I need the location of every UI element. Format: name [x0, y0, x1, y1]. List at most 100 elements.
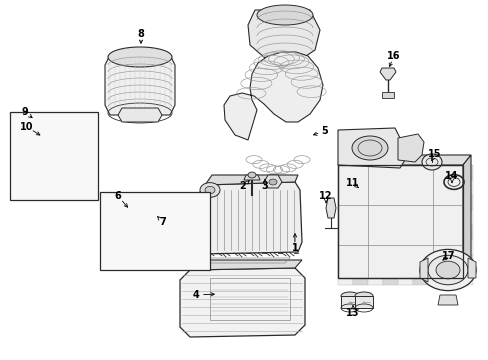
- Polygon shape: [367, 195, 382, 210]
- Polygon shape: [180, 268, 305, 337]
- Polygon shape: [367, 180, 382, 195]
- Polygon shape: [352, 270, 367, 285]
- Polygon shape: [427, 225, 442, 240]
- Polygon shape: [381, 92, 393, 98]
- Circle shape: [34, 135, 42, 141]
- Polygon shape: [412, 210, 427, 225]
- Polygon shape: [382, 165, 397, 180]
- Text: 12: 12: [319, 191, 332, 201]
- Polygon shape: [457, 210, 472, 225]
- Ellipse shape: [340, 292, 358, 300]
- Polygon shape: [352, 195, 367, 210]
- Polygon shape: [337, 165, 352, 180]
- Circle shape: [30, 132, 46, 144]
- Circle shape: [156, 209, 180, 227]
- Polygon shape: [457, 165, 472, 180]
- Circle shape: [427, 255, 467, 285]
- Circle shape: [118, 209, 142, 227]
- Text: 15: 15: [427, 149, 441, 159]
- Polygon shape: [427, 180, 442, 195]
- Polygon shape: [352, 225, 367, 240]
- Polygon shape: [337, 180, 352, 195]
- Polygon shape: [352, 210, 367, 225]
- Polygon shape: [397, 195, 412, 210]
- Text: 10: 10: [20, 122, 34, 132]
- Polygon shape: [352, 255, 367, 270]
- Circle shape: [54, 132, 70, 144]
- Polygon shape: [118, 108, 162, 122]
- Circle shape: [247, 172, 256, 178]
- Text: 4: 4: [192, 290, 199, 300]
- Text: 1: 1: [291, 243, 298, 253]
- Polygon shape: [352, 180, 367, 195]
- Polygon shape: [367, 165, 382, 180]
- Polygon shape: [442, 195, 457, 210]
- Polygon shape: [340, 296, 358, 308]
- Polygon shape: [337, 270, 352, 285]
- Text: 5: 5: [321, 126, 328, 136]
- Polygon shape: [412, 255, 427, 270]
- Polygon shape: [442, 270, 457, 285]
- Polygon shape: [367, 225, 382, 240]
- Polygon shape: [427, 270, 442, 285]
- Polygon shape: [367, 270, 382, 285]
- Polygon shape: [442, 225, 457, 240]
- Polygon shape: [427, 210, 442, 225]
- Polygon shape: [412, 165, 427, 180]
- Polygon shape: [337, 210, 352, 225]
- Text: 9: 9: [21, 107, 28, 117]
- Text: 14: 14: [445, 171, 458, 181]
- Polygon shape: [427, 195, 442, 210]
- Polygon shape: [354, 296, 372, 308]
- Polygon shape: [20, 158, 55, 185]
- Polygon shape: [337, 225, 352, 240]
- Polygon shape: [427, 255, 442, 270]
- Ellipse shape: [421, 154, 441, 170]
- Circle shape: [58, 135, 66, 141]
- Polygon shape: [397, 255, 412, 270]
- Polygon shape: [337, 255, 352, 270]
- Polygon shape: [397, 225, 412, 240]
- Polygon shape: [367, 210, 382, 225]
- Text: 8: 8: [137, 29, 144, 39]
- Polygon shape: [382, 180, 397, 195]
- Polygon shape: [352, 240, 367, 255]
- Polygon shape: [427, 240, 442, 255]
- Polygon shape: [457, 225, 472, 240]
- Polygon shape: [397, 270, 412, 285]
- Polygon shape: [442, 210, 457, 225]
- Polygon shape: [412, 225, 427, 240]
- Circle shape: [419, 249, 475, 291]
- Polygon shape: [337, 155, 470, 165]
- Polygon shape: [457, 240, 472, 255]
- Text: 13: 13: [346, 308, 359, 318]
- Polygon shape: [244, 175, 260, 180]
- Circle shape: [123, 213, 137, 223]
- Polygon shape: [437, 295, 457, 305]
- Polygon shape: [442, 240, 457, 255]
- Text: 16: 16: [386, 51, 400, 61]
- Polygon shape: [382, 195, 397, 210]
- Polygon shape: [382, 225, 397, 240]
- Polygon shape: [204, 175, 297, 185]
- Polygon shape: [462, 155, 470, 278]
- Ellipse shape: [354, 292, 372, 300]
- Polygon shape: [457, 255, 472, 270]
- Polygon shape: [397, 180, 412, 195]
- Polygon shape: [382, 255, 397, 270]
- Polygon shape: [337, 195, 352, 210]
- Polygon shape: [457, 270, 472, 285]
- Polygon shape: [412, 195, 427, 210]
- Polygon shape: [442, 180, 457, 195]
- Ellipse shape: [108, 47, 172, 67]
- Polygon shape: [153, 226, 183, 242]
- Polygon shape: [190, 260, 302, 270]
- Polygon shape: [397, 134, 423, 162]
- Polygon shape: [467, 258, 475, 278]
- Polygon shape: [337, 240, 352, 255]
- Circle shape: [127, 216, 133, 220]
- Polygon shape: [18, 130, 40, 146]
- Circle shape: [204, 186, 215, 194]
- Polygon shape: [412, 270, 427, 285]
- Polygon shape: [382, 240, 397, 255]
